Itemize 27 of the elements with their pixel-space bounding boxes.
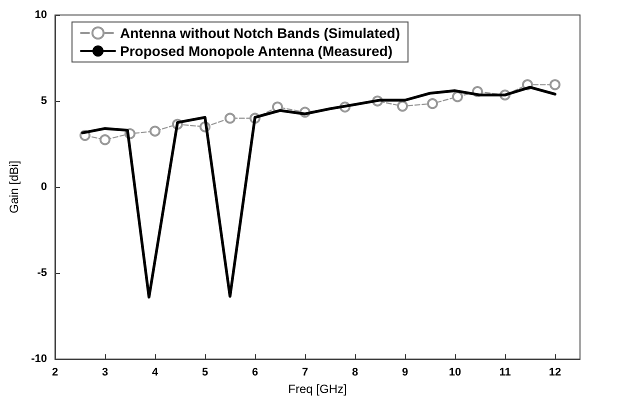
y-tick-label: 5 <box>40 95 47 108</box>
legend-label: Antenna without Notch Bands (Simulated) <box>120 25 400 41</box>
x-tick-label: 7 <box>302 366 308 379</box>
y-tick-label: 10 <box>34 9 47 21</box>
y-tick-label: -10 <box>31 353 47 366</box>
x-axis-title: Freq [GHz] <box>288 382 347 396</box>
point <box>224 112 236 124</box>
point <box>100 134 110 146</box>
point <box>452 91 463 102</box>
point <box>550 79 560 90</box>
point <box>397 100 408 112</box>
y-tick-label: -5 <box>37 267 47 280</box>
y-tick-label: 0 <box>40 181 47 194</box>
x-tick-label: 6 <box>252 366 258 379</box>
y-axis-title: Gain [dBi] <box>7 160 22 214</box>
x-tick-label: 9 <box>402 366 408 379</box>
x-tick-label: 5 <box>202 366 208 379</box>
point <box>427 98 438 110</box>
x-tick-label: 8 <box>352 366 358 379</box>
x-tick-label: 2 <box>52 366 58 379</box>
point <box>150 126 160 137</box>
x-tick-label: 10 <box>448 366 462 379</box>
legend-label: Proposed Monopole Antenna (Measured) <box>120 43 392 59</box>
x-tick-label: 12 <box>548 366 562 379</box>
x-tick-label: 4 <box>152 366 159 379</box>
x-tick-label: 11 <box>499 366 511 379</box>
x-tick-label: 3 <box>102 366 108 379</box>
